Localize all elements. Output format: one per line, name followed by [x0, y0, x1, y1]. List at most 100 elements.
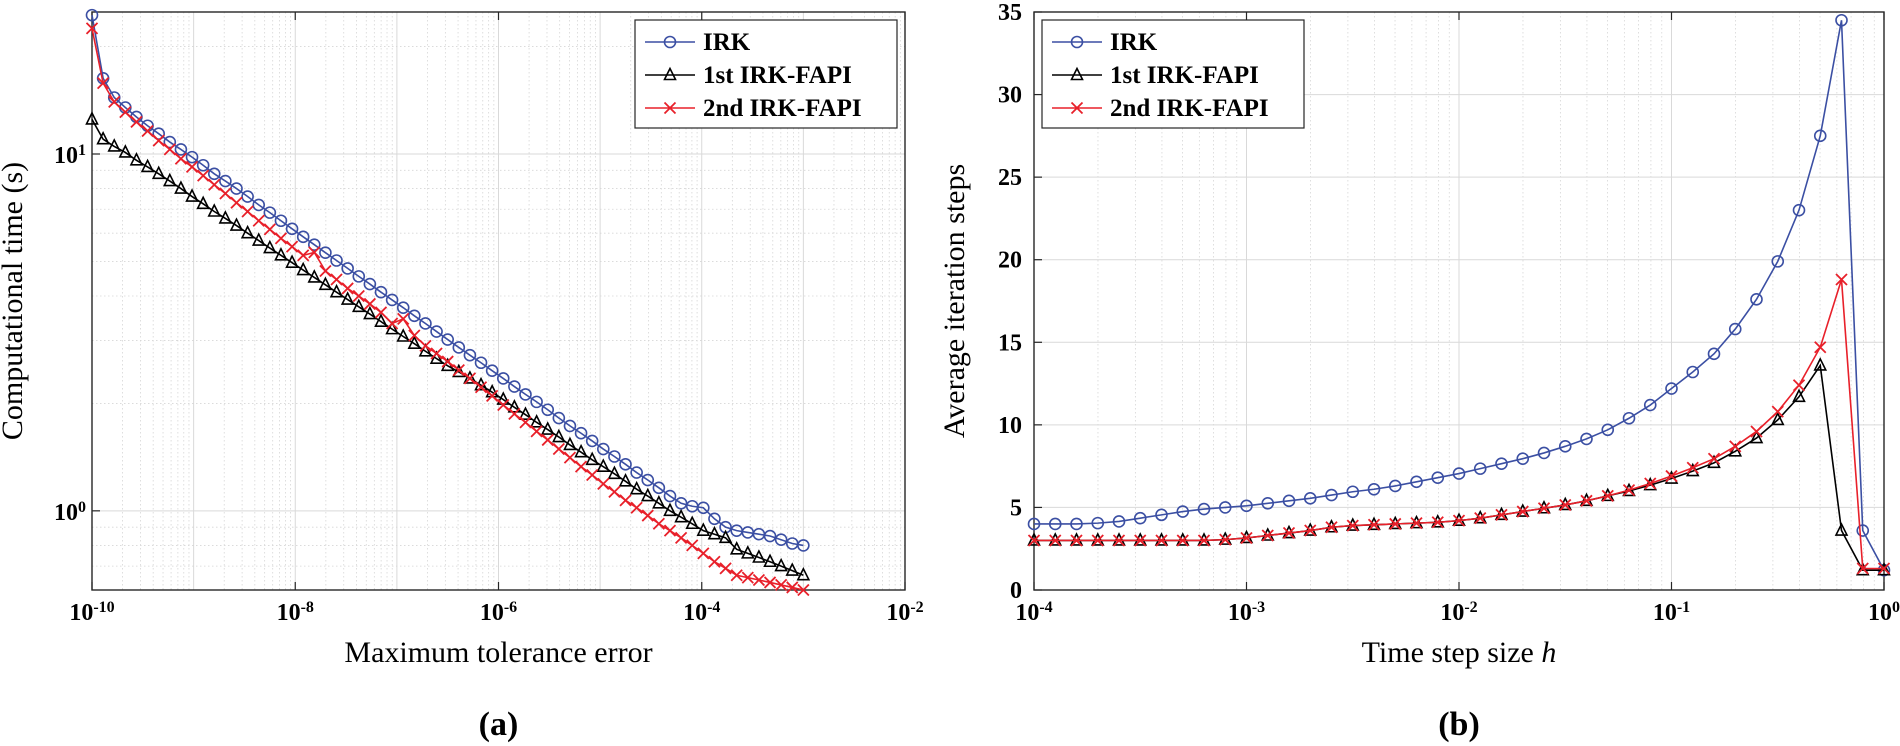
data-point [1410, 516, 1423, 530]
data-point [1835, 13, 1848, 27]
data-point [96, 76, 110, 90]
data-point [1389, 517, 1402, 531]
data-point [574, 426, 588, 440]
x-tick-label: 10-3 [1228, 599, 1265, 627]
data-point [352, 289, 365, 303]
data-point [1048, 517, 1062, 531]
data-point [1176, 534, 1189, 547]
data-point [1856, 524, 1870, 537]
data-point [729, 541, 744, 555]
data-point [1473, 462, 1487, 475]
data-point [307, 269, 322, 283]
data-point [1346, 519, 1359, 532]
data-point [1070, 517, 1083, 531]
data-point [185, 150, 199, 164]
data-point [1452, 467, 1466, 480]
data-point [1027, 534, 1041, 547]
legend-label: IRK [1110, 29, 1158, 56]
data-point [240, 224, 255, 239]
data-point [496, 372, 510, 385]
data-point [652, 481, 666, 495]
data-point [796, 566, 811, 581]
data-point [140, 158, 155, 173]
y-tick-label: 20 [998, 248, 1022, 274]
data-point [1091, 534, 1104, 547]
data-point [408, 329, 421, 342]
data-point [163, 135, 177, 149]
data-point [518, 406, 533, 420]
data-point [1388, 515, 1403, 530]
data-point [607, 465, 622, 480]
data-point [1176, 505, 1190, 518]
data-point [385, 317, 399, 330]
data-point [608, 485, 621, 499]
data-point [586, 468, 599, 482]
data-point [474, 381, 488, 394]
data-point [519, 388, 532, 401]
data-point [574, 443, 588, 458]
data-point [197, 169, 210, 182]
data-point [174, 180, 188, 194]
data-point [1537, 502, 1551, 515]
data-point [151, 165, 166, 180]
data-point [1474, 512, 1487, 525]
chart-panel-a: 10-10 10-8 10-6 10-4 10-2 100 101 Maximum toler… [0, 8, 924, 743]
data-point [396, 328, 411, 342]
data-point [1750, 425, 1763, 438]
data-point [741, 571, 754, 584]
data-point [241, 190, 254, 203]
panel-label: (a) [479, 706, 519, 743]
data-point [319, 264, 332, 278]
data-point [174, 152, 188, 165]
data-point [419, 339, 432, 352]
data-point [530, 395, 543, 409]
data-point [352, 270, 366, 283]
data-point [1814, 341, 1827, 354]
data-point [508, 380, 521, 393]
data-point [730, 569, 743, 582]
data-point [474, 356, 488, 370]
data-point [640, 487, 655, 502]
data-point [1175, 532, 1190, 546]
data-point [585, 451, 599, 466]
data-point [1112, 532, 1126, 546]
data-point [797, 539, 810, 552]
data-point [1409, 514, 1424, 529]
data-point [174, 143, 188, 156]
data-point [263, 206, 277, 219]
x-tick-label: 10-4 [683, 599, 720, 627]
data-point [219, 187, 232, 200]
legend-label: IRK [703, 29, 751, 56]
data-point [1197, 532, 1211, 546]
data-point [1835, 273, 1848, 286]
data-point [718, 529, 733, 544]
data-point [619, 494, 632, 507]
data-point [85, 111, 99, 125]
data-point [274, 247, 288, 261]
data-point [1516, 452, 1530, 466]
data-point [351, 298, 366, 313]
panel-label: (b) [1438, 706, 1480, 743]
data-point [752, 573, 766, 587]
data-point [1665, 382, 1678, 395]
data-point [1304, 524, 1317, 537]
data-point [1346, 485, 1360, 499]
data-point [430, 347, 443, 360]
data-point [563, 419, 577, 433]
data-point [641, 509, 654, 522]
data-point [763, 553, 777, 568]
data-point [1197, 502, 1211, 516]
chart-panel-b: 10-4 10-3 10-2 10-1 100 0 5 10 15 20 25 30 35 Time st… [938, 0, 1900, 743]
legend-marker [663, 35, 677, 49]
data-point [285, 254, 299, 268]
data-point [408, 309, 421, 323]
data-point [1325, 488, 1338, 502]
data-point [1495, 508, 1508, 521]
data-point [486, 389, 499, 402]
legend-box [1041, 19, 1305, 129]
data-point [497, 398, 510, 412]
data-point [596, 458, 611, 472]
data-point [196, 158, 210, 172]
data-point [1729, 440, 1742, 453]
